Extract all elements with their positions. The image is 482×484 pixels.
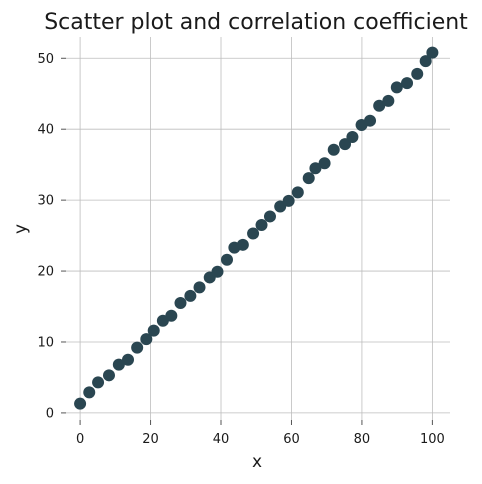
data-point	[147, 324, 160, 337]
y-tick-label: 50	[37, 52, 54, 67]
x-tick-label: 80	[354, 432, 371, 447]
y-axis-title: y	[11, 224, 31, 234]
data-point	[255, 218, 268, 231]
y-tick-label: 0	[46, 406, 54, 421]
data-point	[174, 296, 187, 309]
data-point	[92, 376, 105, 389]
data-point	[211, 265, 224, 278]
data-point	[274, 200, 287, 213]
data-point	[102, 369, 115, 382]
data-point	[318, 157, 331, 170]
data-point	[411, 67, 424, 80]
data-point	[364, 114, 377, 127]
chart-title: Scatter plot and correlation coefficient	[44, 10, 468, 35]
axes: 0 20 40 60 80 100 0 10 20 30 40 50	[37, 52, 444, 447]
data-point	[309, 162, 322, 175]
data-point	[165, 309, 178, 322]
data-point	[263, 210, 276, 223]
x-tick-label: 40	[213, 432, 230, 447]
data-point	[382, 94, 395, 107]
data-point	[247, 227, 260, 240]
data-point	[184, 289, 197, 302]
data-point	[339, 138, 352, 151]
data-point	[426, 46, 439, 59]
y-tick-label: 10	[37, 335, 54, 350]
y-tick-label: 20	[37, 265, 54, 280]
data-point	[193, 281, 206, 294]
data-point	[112, 358, 125, 371]
data-point	[220, 253, 233, 266]
data-point	[419, 55, 432, 68]
grid-lines	[66, 37, 450, 420]
data-point	[83, 386, 96, 399]
x-tick-label: 20	[142, 432, 159, 447]
data-point	[131, 341, 144, 354]
data-points	[74, 46, 439, 410]
x-tick-label: 100	[420, 432, 445, 447]
data-point	[327, 143, 340, 156]
data-point	[122, 353, 135, 366]
data-point	[74, 397, 87, 410]
data-point	[346, 131, 359, 144]
data-point	[401, 77, 414, 90]
x-tick-label: 0	[76, 432, 84, 447]
data-point	[140, 333, 153, 346]
y-tick-label: 30	[37, 194, 54, 209]
y-tick-label: 40	[37, 123, 54, 138]
data-point	[282, 194, 295, 207]
data-point	[373, 99, 386, 112]
data-point	[390, 81, 403, 94]
data-point	[302, 172, 315, 185]
data-point	[236, 238, 249, 251]
x-axis-title: x	[252, 452, 262, 472]
data-point	[291, 186, 304, 199]
x-tick-label: 60	[283, 432, 300, 447]
